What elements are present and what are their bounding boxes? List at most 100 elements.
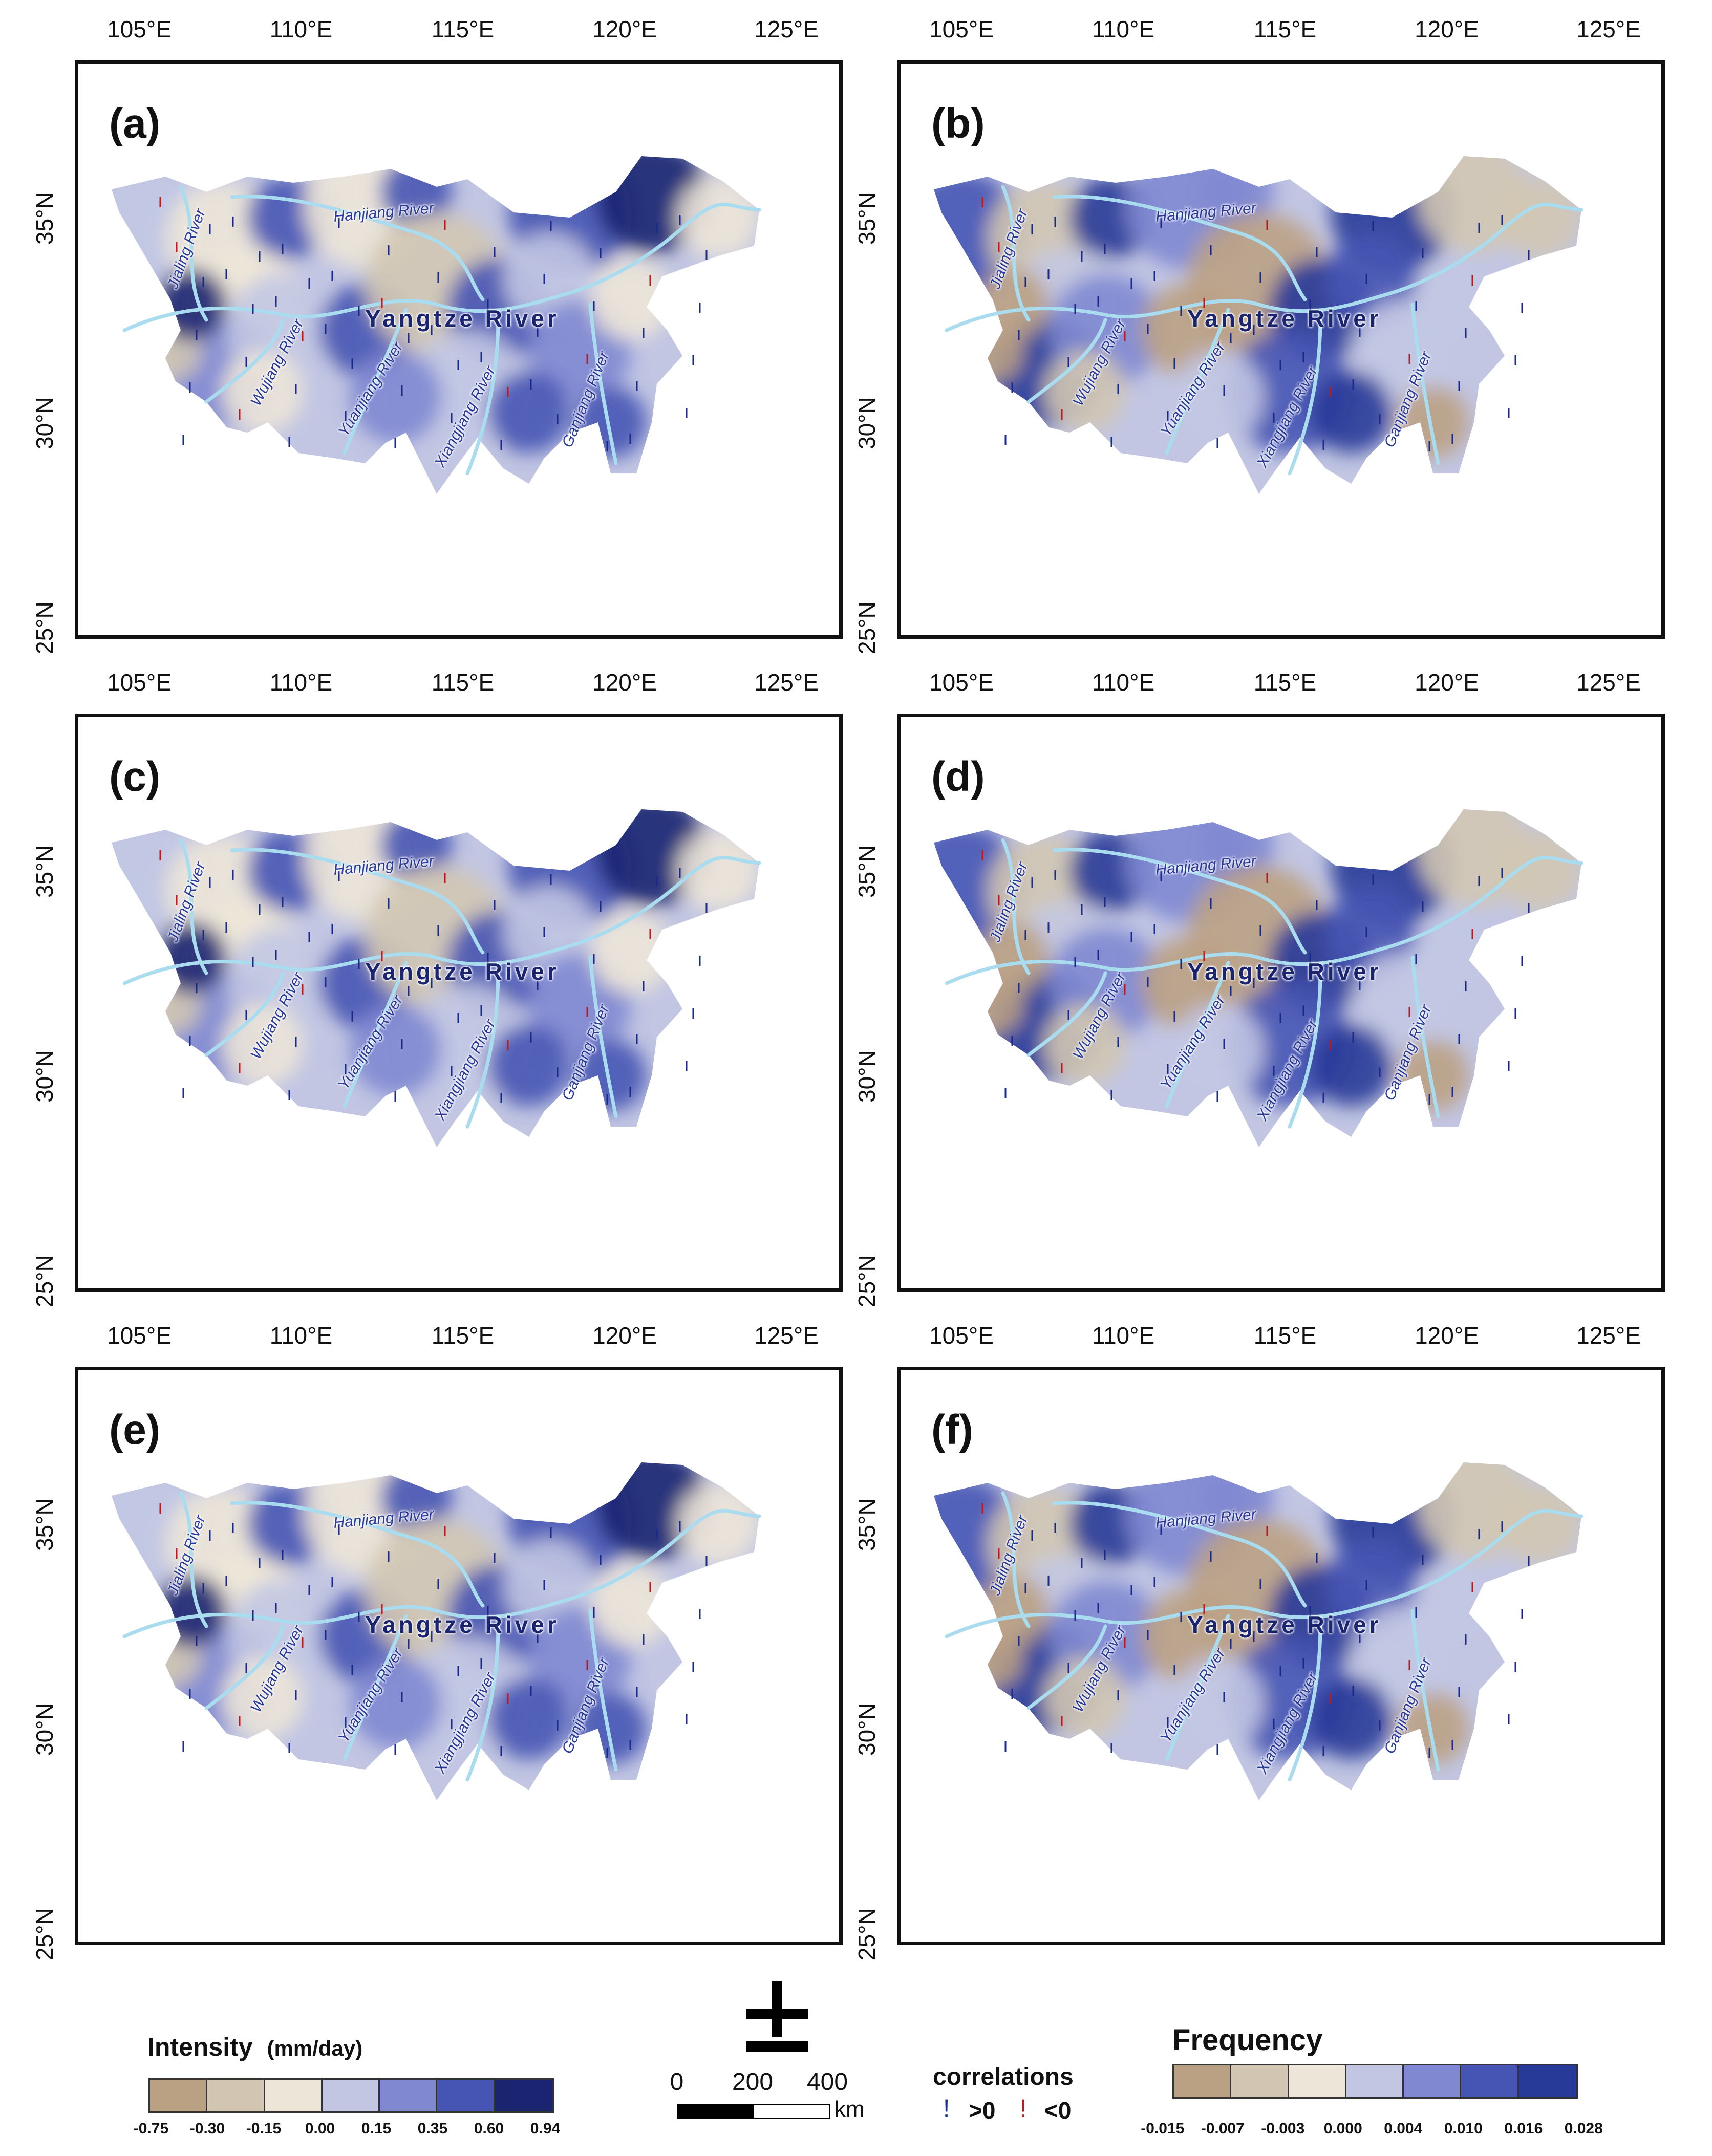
lon-label: 115°E bbox=[431, 669, 495, 696]
scale-tick-0: 0 bbox=[670, 2068, 684, 2096]
lon-label: 110°E bbox=[1092, 16, 1155, 42]
lat-label: 25°N bbox=[853, 1908, 880, 1960]
lat-label: 35°N bbox=[853, 1498, 880, 1551]
map-frame: (d) Yangtze River Hanjiang River Jialing Ri… bbox=[897, 714, 1665, 1292]
lon-label: 110°E bbox=[1092, 669, 1155, 696]
legend-swatch bbox=[1174, 2065, 1232, 2097]
river-network bbox=[122, 838, 761, 1129]
lon-label: 125°E bbox=[754, 1322, 819, 1349]
river-network bbox=[122, 185, 761, 476]
intensity-color-ramp bbox=[148, 2078, 554, 2113]
lon-label: 125°E bbox=[754, 669, 819, 696]
basin-map bbox=[112, 1462, 761, 1800]
lon-label: 115°E bbox=[431, 1322, 495, 1349]
legend-break-label: -0.15 bbox=[246, 2120, 282, 2137]
lat-label: 30°N bbox=[853, 1050, 880, 1103]
legend-swatch bbox=[1518, 2065, 1576, 2097]
river-network bbox=[945, 838, 1583, 1129]
scale-unit: km bbox=[834, 2097, 865, 2122]
legend-break-label: -0.015 bbox=[1141, 2120, 1185, 2137]
lat-label: 25°N bbox=[31, 1255, 58, 1307]
legend-swatch bbox=[1289, 2065, 1346, 2097]
lon-label: 115°E bbox=[431, 16, 495, 42]
basin-map bbox=[112, 156, 761, 494]
river-label-main: Yangtze River bbox=[1187, 958, 1382, 985]
scale-bar-white-segment bbox=[753, 2104, 830, 2119]
lat-label: 35°N bbox=[853, 192, 880, 245]
legend-break-label: 0.000 bbox=[1323, 2120, 1362, 2137]
intensity-legend-unit: (mm/day) bbox=[267, 2036, 363, 2060]
lon-label: 110°E bbox=[269, 16, 333, 42]
legend-break-label: -0.30 bbox=[189, 2120, 225, 2137]
lon-label: 120°E bbox=[592, 669, 657, 696]
lon-label: 120°E bbox=[592, 16, 657, 42]
basin-map bbox=[934, 1462, 1583, 1800]
river-label-main: Yangtze River bbox=[365, 1611, 560, 1638]
negative-correlation-label: <0 bbox=[1044, 2097, 1072, 2124]
panel-label: (c) bbox=[109, 753, 161, 800]
legend-break-label: -0.007 bbox=[1201, 2120, 1245, 2137]
map-frame: (a) Yangtze River Hanjiang River Jialing Ri… bbox=[75, 60, 843, 639]
lon-label: 110°E bbox=[1092, 1322, 1155, 1349]
lat-label: 30°N bbox=[853, 1703, 880, 1756]
lat-label: 35°N bbox=[31, 845, 58, 898]
lon-label: 110°E bbox=[269, 1322, 333, 1349]
lat-label: 25°N bbox=[853, 601, 880, 654]
positive-correlation-label: >0 bbox=[969, 2097, 996, 2124]
river-label-main: Yangtze River bbox=[365, 305, 560, 332]
lon-label: 105°E bbox=[929, 1322, 994, 1349]
river-label-main: Yangtze River bbox=[365, 958, 560, 985]
scale-tick-200: 200 bbox=[732, 2068, 774, 2096]
frequency-legend-title: Frequency bbox=[1172, 2023, 1323, 2057]
panel-label: (a) bbox=[109, 100, 161, 147]
legend-swatch bbox=[265, 2080, 323, 2111]
legend-break-label: -0.003 bbox=[1261, 2120, 1305, 2137]
legend-break-label: -0.75 bbox=[133, 2120, 169, 2137]
lon-label: 120°E bbox=[1415, 16, 1479, 42]
lon-label: 125°E bbox=[1576, 1322, 1641, 1349]
legend-break-label: 0.010 bbox=[1444, 2120, 1483, 2137]
negative-correlation-mark-icon: ! bbox=[1020, 2095, 1027, 2122]
lon-label: 120°E bbox=[1415, 669, 1479, 696]
river-network bbox=[945, 185, 1583, 476]
lon-label: 105°E bbox=[107, 669, 172, 696]
lon-label: 105°E bbox=[107, 1322, 172, 1349]
river-network bbox=[945, 1491, 1583, 1782]
lon-label: 120°E bbox=[1415, 1322, 1479, 1349]
map-frame: (c) Yangtze River Hanjiang River Jialing Ri… bbox=[75, 714, 843, 1292]
lat-label: 30°N bbox=[31, 397, 58, 449]
lon-label: 115°E bbox=[1253, 1322, 1317, 1349]
intensity-tick-labels: -0.75 -0.30 -0.15 0.00 0.15 0.35 0.60 0.94 bbox=[123, 2120, 573, 2138]
legend-swatch bbox=[150, 2080, 208, 2111]
lat-label: 35°N bbox=[31, 1498, 58, 1551]
legend-swatch bbox=[437, 2080, 495, 2111]
frequency-color-ramp bbox=[1172, 2064, 1578, 2099]
river-label-main: Yangtze River bbox=[1187, 1611, 1382, 1638]
lat-label: 25°N bbox=[31, 601, 58, 654]
panel-label: (e) bbox=[109, 1407, 161, 1453]
intensity-legend-title: Intensity (mm/day) bbox=[147, 2033, 363, 2061]
map-frame: (e) Yangtze River Hanjiang River Jialing Ri… bbox=[75, 1367, 843, 1945]
north-arrow-icon bbox=[746, 1981, 808, 2053]
legend-break-label: 0.004 bbox=[1384, 2120, 1423, 2137]
lon-label: 105°E bbox=[929, 669, 994, 696]
lon-label: 115°E bbox=[1253, 669, 1317, 696]
lon-label: 120°E bbox=[592, 1322, 657, 1349]
panel-label: (f) bbox=[931, 1407, 973, 1453]
river-label-main: Yangtze River bbox=[1187, 305, 1382, 332]
lon-label: 110°E bbox=[269, 669, 333, 696]
panel-label: (b) bbox=[931, 100, 985, 147]
basin-map bbox=[934, 809, 1583, 1147]
positive-correlation-mark-icon: ! bbox=[943, 2095, 950, 2122]
frequency-tick-labels: -0.015 -0.007 -0.003 0.000 0.004 0.010 0.016 0.… bbox=[1132, 2120, 1614, 2138]
lon-label: 115°E bbox=[1253, 16, 1317, 42]
legend-break-label: 0.00 bbox=[305, 2120, 335, 2137]
lon-label: 105°E bbox=[929, 16, 994, 42]
legend-break-label: 0.35 bbox=[417, 2120, 448, 2137]
basin-map bbox=[934, 156, 1583, 494]
legend-swatch bbox=[322, 2080, 380, 2111]
lat-label: 25°N bbox=[31, 1908, 58, 1960]
legend-swatch bbox=[1461, 2065, 1519, 2097]
lon-label: 125°E bbox=[754, 16, 819, 42]
legend-break-label: 0.028 bbox=[1564, 2120, 1603, 2137]
